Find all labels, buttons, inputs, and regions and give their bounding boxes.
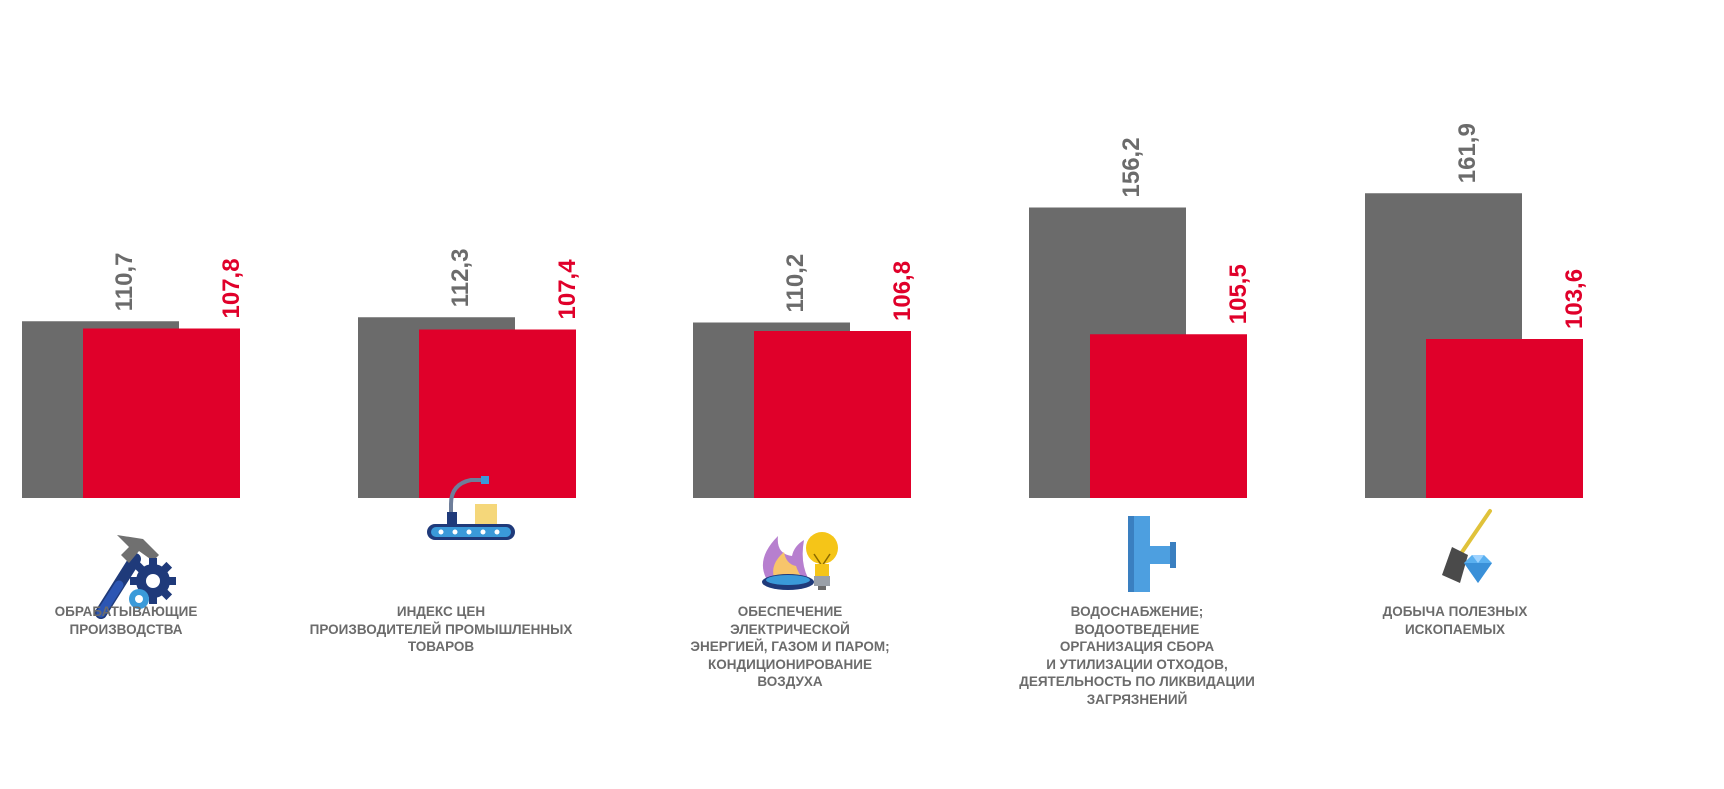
hammer-gears-icon <box>95 535 176 619</box>
value-label-red-4: 103,6 <box>1561 269 1588 329</box>
bar-red-3 <box>1090 334 1247 498</box>
value-label-red-2: 106,8 <box>889 261 916 321</box>
value-label-gray-4: 161,9 <box>1454 123 1481 183</box>
water-pipe-icon <box>1128 516 1176 592</box>
bar-red-4 <box>1426 339 1583 498</box>
value-label-red-3: 105,5 <box>1225 264 1252 324</box>
bar-red-2 <box>754 331 911 498</box>
category-label-water-supply: ВОДОСНАБЖЕНИЕ; ВОДООТВЕДЕНИЕ ОРГАНИЗАЦИЯ… <box>1019 604 1255 707</box>
shovel-gem-icon <box>1442 509 1492 583</box>
bar-red-0 <box>83 328 240 498</box>
category-label-manufacturing: ОБРАБАТЫВАЮЩИЕ ПРОИЗВОДСТВА <box>54 604 198 637</box>
value-label-gray-0: 110,7 <box>111 253 138 312</box>
value-label-gray-2: 110,2 <box>782 254 809 313</box>
conveyor-robot-icon <box>427 476 515 540</box>
value-label-red-1: 107,4 <box>554 259 581 320</box>
bar-red-1 <box>419 329 576 498</box>
value-label-red-0: 107,8 <box>218 258 245 318</box>
category-label-energy-supply: ОБЕСПЕЧЕНИЕ ЭЛЕКТРИЧЕСКОЙ ЭНЕРГИЕЙ, ГАЗО… <box>690 604 890 689</box>
category-label-producer-price-index: ИНДЕКС ЦЕН ПРОИЗВОДИТЕЛЕЙ ПРОМЫШЛЕННЫХ Т… <box>309 604 573 654</box>
value-label-gray-1: 112,3 <box>447 249 474 308</box>
value-label-gray-3: 156,2 <box>1118 137 1145 197</box>
category-label-mining: ДОБЫЧА ПОЛЕЗНЫХ ИСКОПАЕМЫХ <box>1382 604 1528 637</box>
gas-flame-bulb-icon <box>762 532 838 590</box>
